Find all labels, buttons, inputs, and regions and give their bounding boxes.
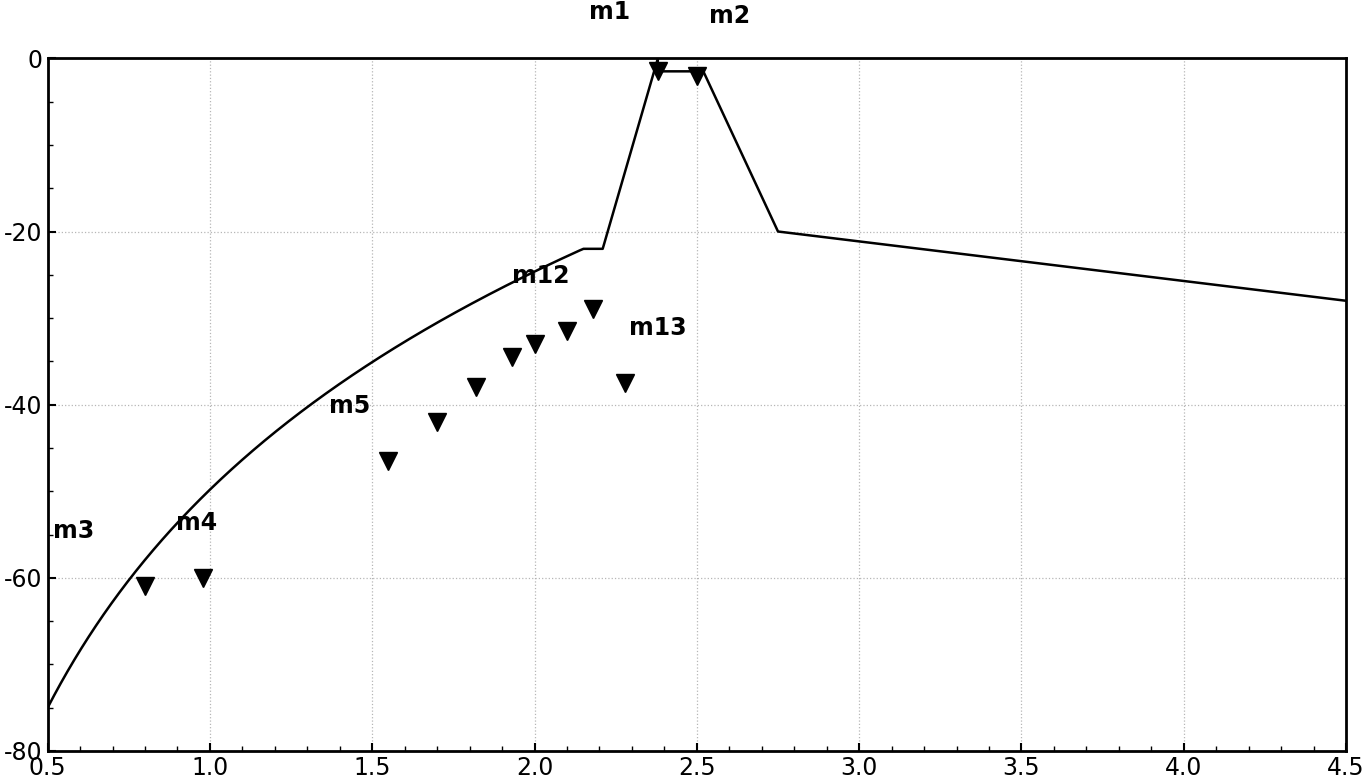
Text: m1: m1 (589, 0, 630, 24)
Text: m3: m3 (53, 519, 94, 543)
Text: m5: m5 (329, 394, 370, 418)
Text: m13: m13 (630, 316, 687, 339)
Text: m12: m12 (512, 263, 570, 288)
Text: m4: m4 (177, 510, 218, 535)
Text: m2: m2 (709, 4, 750, 28)
